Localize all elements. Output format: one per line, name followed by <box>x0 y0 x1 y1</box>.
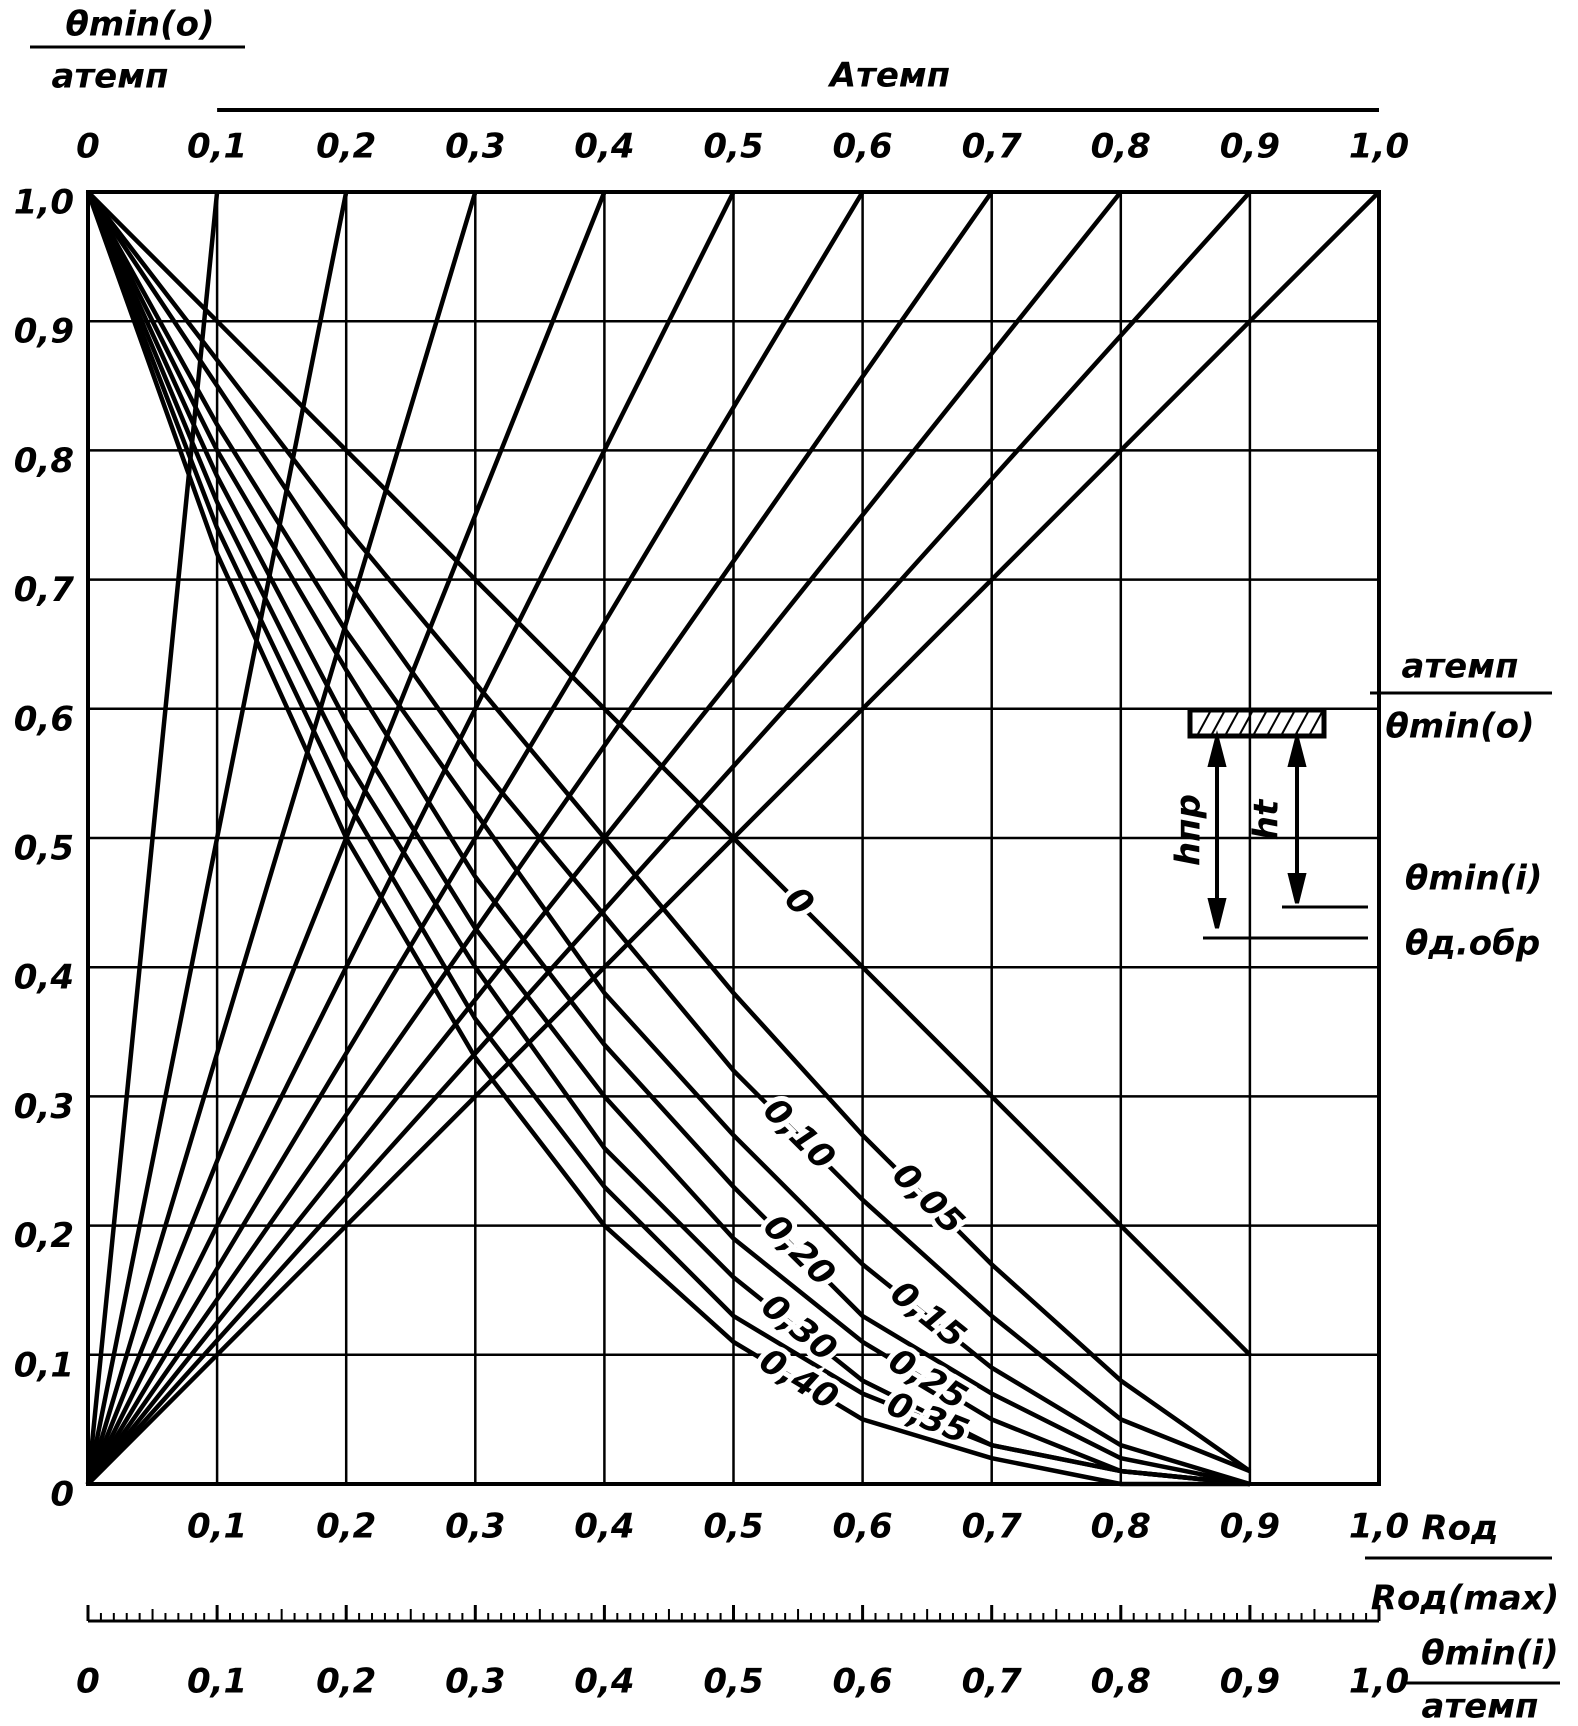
y-label-den: aтемп <box>52 57 169 97</box>
y-tick-label: 0 <box>50 1475 74 1515</box>
x-tick-label: 0,4 <box>574 1507 634 1547</box>
top-tick-label: 1,0 <box>1349 127 1409 167</box>
bottom-scale-tick-label: 1,0 <box>1349 1662 1409 1702</box>
bottom-scale-tick-label: 0,7 <box>962 1662 1023 1702</box>
bottom-scale-tick-label: 0,3 <box>445 1662 505 1702</box>
x-label-den: Rод(max) <box>1371 1579 1559 1619</box>
curve <box>86 190 1252 1473</box>
x-tick-label: 0,7 <box>962 1507 1023 1547</box>
top-tick-label: 0,8 <box>1091 127 1151 167</box>
bottom-scale-tick-label: 0,4 <box>574 1662 634 1702</box>
x-tick-label: 0,8 <box>1091 1507 1151 1547</box>
x-tick-label: 0,1 <box>187 1507 247 1547</box>
y-tick-label: 0,9 <box>14 312 74 352</box>
curve <box>85 190 1251 1487</box>
top-tick-label: 0,4 <box>574 127 634 167</box>
x-tick-label: 0,9 <box>1220 1507 1280 1547</box>
top-tick-label: 0,2 <box>316 127 376 167</box>
bottom-scale-tick-label: 0,6 <box>832 1662 892 1702</box>
a-temp-line <box>86 190 1252 1486</box>
curve <box>85 191 1251 1487</box>
y-tick-label: 0,6 <box>14 699 74 739</box>
y-tick-label: 0,3 <box>14 1087 74 1127</box>
bottom-scale-label-den: aтемп <box>1422 1687 1539 1726</box>
x-label-num: Rод <box>1422 1509 1499 1549</box>
x-tick-label: 0,6 <box>832 1507 892 1547</box>
bottom-scale-tick-label: 0,1 <box>187 1662 247 1702</box>
inset-h-right: ht <box>1247 798 1287 840</box>
top-tick-label: 0,9 <box>1220 127 1280 167</box>
a-temp-line <box>85 191 478 1485</box>
y-tick-label: 0,5 <box>14 829 74 869</box>
top-tick-label: 0,6 <box>832 127 892 167</box>
y-tick-label: 0,4 <box>14 958 74 998</box>
x-tick-label: 0,2 <box>316 1507 376 1547</box>
x-tick-label: 0,3 <box>445 1507 505 1547</box>
x-tick-label: 1,0 <box>1349 1507 1409 1547</box>
y-tick-label: 1,0 <box>14 183 74 223</box>
y-tick-label: 0,2 <box>14 1216 74 1256</box>
inset-level-lower: θд.обр <box>1405 924 1540 964</box>
y-label-num: θmin(o) <box>65 5 214 45</box>
bottom-scale-label-num: θmin(i) <box>1421 1634 1558 1674</box>
inset-h-left: hпр <box>1169 794 1209 866</box>
curve <box>85 191 1250 1487</box>
bottom-scale-tick-label: 0,5 <box>703 1662 763 1702</box>
bottom-scale-tick-label: 0,8 <box>1091 1662 1151 1702</box>
y-tick-label: 0,7 <box>14 570 75 610</box>
curve <box>86 190 1251 1487</box>
inset-hatch <box>1197 711 1323 735</box>
curve <box>86 190 1252 1357</box>
y-tick-label: 0,1 <box>14 1345 74 1385</box>
a-temp-line <box>85 190 736 1486</box>
top-tick-label: 0 <box>76 127 100 167</box>
top-axis-label: Aтемп <box>827 56 950 96</box>
curve <box>86 190 1251 1474</box>
inset-level-upper: θmin(i) <box>1405 859 1542 899</box>
inset-arrows <box>30 45 1560 1685</box>
top-tick-label: 0,5 <box>703 127 763 167</box>
a-temp-line <box>86 190 865 1486</box>
x-tick-label: 0,5 <box>703 1507 763 1547</box>
top-tick-label: 0,7 <box>962 127 1023 167</box>
inset-label-num: aтемп <box>1402 647 1519 687</box>
curve <box>85 191 1251 1487</box>
bottom-scale-tick-label: 0,2 <box>316 1662 376 1702</box>
inset-label-den: θmin(o) <box>1385 707 1534 747</box>
top-tick-label: 0,3 <box>445 127 505 167</box>
top-tick-label: 0,1 <box>187 127 247 167</box>
y-tick-label: 0,8 <box>14 441 74 481</box>
bottom-scale-tick-label: 0 <box>76 1662 100 1702</box>
bottom-scale-tick-label: 0,9 <box>1220 1662 1280 1702</box>
